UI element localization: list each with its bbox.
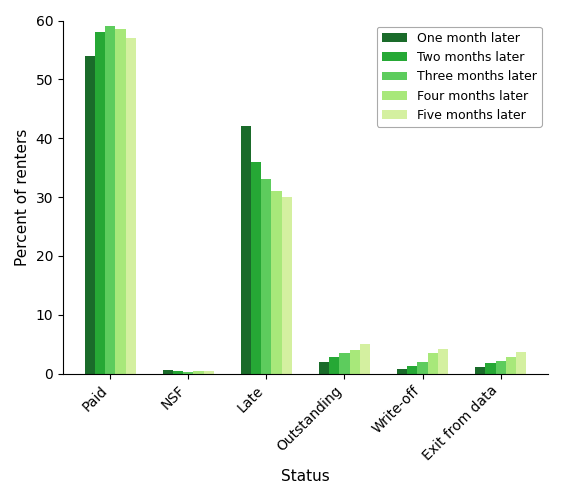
Bar (360, 344, 370, 374)
Bar (184, 372, 194, 374)
Bar (506, 357, 516, 374)
Bar (251, 162, 261, 374)
Bar (407, 366, 417, 374)
X-axis label: Status: Status (281, 469, 330, 484)
Bar (495, 361, 506, 374)
Bar (85, 56, 95, 374)
Bar (105, 26, 115, 374)
Y-axis label: Percent of renters: Percent of renters (15, 128, 30, 266)
Bar (329, 357, 339, 374)
Legend: One month later, Two months later, Three months later, Four months later, Five m: One month later, Two months later, Three… (377, 27, 542, 127)
Bar (428, 353, 438, 374)
Bar (95, 32, 105, 374)
Bar (261, 180, 271, 374)
Bar (173, 371, 184, 374)
Bar (163, 370, 173, 374)
Bar (319, 362, 329, 374)
Bar (115, 29, 126, 374)
Bar (475, 367, 485, 374)
Bar (339, 353, 350, 374)
Bar (417, 362, 428, 374)
Bar (241, 126, 251, 374)
Bar (126, 38, 136, 374)
Bar (271, 191, 282, 374)
Bar (438, 349, 448, 374)
Bar (282, 197, 292, 374)
Bar (350, 350, 360, 374)
Bar (204, 371, 214, 374)
Bar (485, 363, 495, 374)
Bar (397, 369, 407, 374)
Bar (516, 352, 526, 374)
Bar (194, 371, 204, 374)
